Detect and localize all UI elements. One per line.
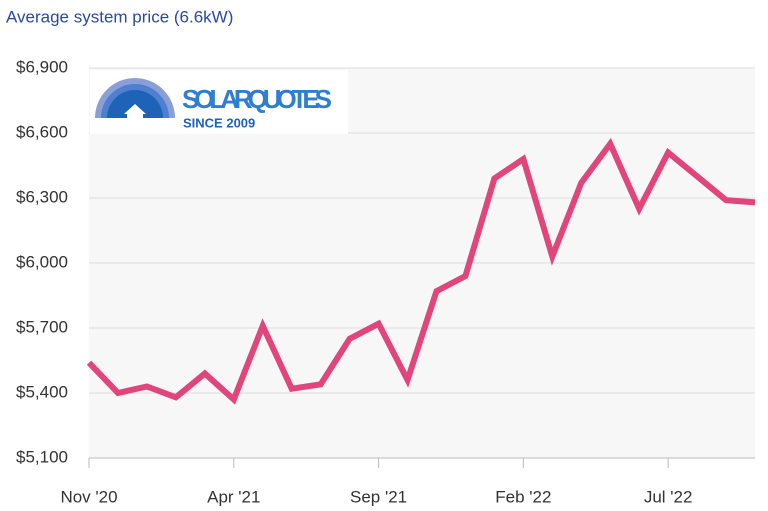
y-tick-label: $6,000 — [16, 252, 68, 271]
x-tick-label: Feb '22 — [495, 487, 551, 506]
y-tick-label: $6,600 — [16, 122, 68, 141]
x-tick-label: Sep '21 — [350, 487, 407, 506]
x-tick-label: Nov '20 — [60, 487, 117, 506]
y-tick-label: $5,700 — [16, 317, 68, 336]
logo-house — [124, 104, 146, 118]
x-tick-label: Apr '21 — [207, 487, 260, 506]
y-tick-label: $6,900 — [16, 57, 68, 76]
y-tick-label: $5,100 — [16, 447, 68, 466]
line-series — [86, 137, 756, 405]
logo-tagline: SINCE 2009 — [183, 115, 255, 130]
logo: SOLARQUOTES SINCE 2009 — [90, 70, 348, 134]
y-tick-label: $5,400 — [16, 382, 68, 401]
y-tick-label: $6,300 — [16, 187, 68, 206]
x-tick-label: Jul '22 — [644, 487, 693, 506]
chart-title: Average system price (6.6kW) — [6, 7, 233, 26]
logo-name: SOLARQUOTES — [182, 84, 332, 114]
